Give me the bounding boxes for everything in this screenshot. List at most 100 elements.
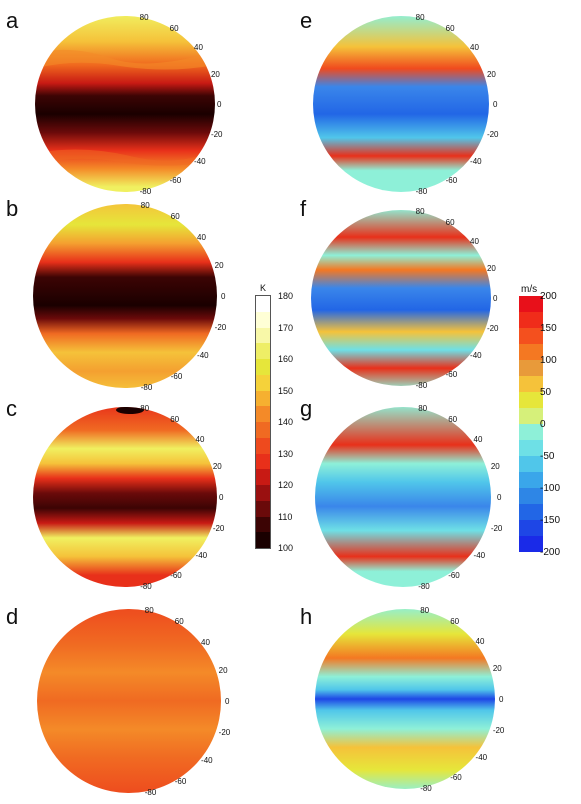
lat-label: -40 — [197, 351, 209, 361]
temp-colorbar-segment — [256, 516, 270, 533]
temp-colorbar-segment — [256, 311, 270, 328]
wind-tick-label: -50 — [540, 451, 555, 462]
wind-colorbar-segment — [519, 312, 543, 328]
temp-unit-label: K — [260, 283, 267, 293]
lat-label: -20 — [486, 324, 499, 334]
lat-label: 0 — [225, 697, 230, 706]
wind-colorbar-segment — [519, 360, 543, 376]
temp-tick-label: 180 — [278, 291, 294, 301]
lat-label: -40 — [470, 350, 482, 360]
wind-colorbar-segment — [519, 488, 543, 504]
lat-label: -60 — [170, 570, 182, 580]
wind-colorbar-segment — [519, 520, 543, 536]
lat-label: -60 — [448, 570, 460, 580]
panel-letter-g: g — [300, 396, 313, 421]
wind-colorbar-segment — [519, 408, 543, 424]
lat-label: 60 — [448, 415, 458, 425]
lat-label: -60 — [445, 176, 458, 186]
wind-tick-label: 150 — [540, 323, 557, 334]
lat-label: 60 — [450, 617, 460, 627]
lat-label: -80 — [140, 382, 153, 392]
wind-tick-label: 100 — [540, 355, 557, 366]
lat-label: -80 — [144, 787, 157, 797]
lat-label: 40 — [473, 435, 483, 445]
wind-colorbar-segment — [519, 440, 543, 456]
lat-label: 0 — [217, 100, 222, 109]
wind-colorbar-segment — [519, 328, 543, 344]
temp-tick-label: 100 — [278, 543, 294, 553]
panel-letter-a: a — [6, 8, 19, 33]
lat-label: 0 — [493, 294, 498, 303]
temp-colorbar-segment — [256, 422, 270, 438]
lat-label: 60 — [170, 212, 180, 222]
lat-label: 60 — [170, 415, 180, 425]
temp-colorbar-segment — [256, 500, 270, 517]
wind-colorbar-segment — [519, 424, 543, 440]
panel-letter-b: b — [6, 196, 19, 221]
temp-colorbar-segment — [256, 296, 270, 312]
globe-h — [315, 609, 495, 789]
lat-label: -80 — [139, 186, 152, 196]
lat-label: 0 — [499, 695, 504, 704]
lat-label: -80 — [415, 380, 428, 390]
wind-tick-label: 0 — [540, 419, 546, 430]
lat-label: 0 — [219, 493, 224, 502]
lat-label: 80 — [140, 404, 150, 414]
lat-label: 60 — [169, 23, 179, 33]
lat-label: -20 — [210, 130, 223, 140]
lat-label: -40 — [473, 550, 486, 560]
temp-colorbar-segment — [256, 327, 270, 344]
wind-colorbar — [519, 296, 543, 552]
lat-label: -40 — [475, 752, 488, 762]
lat-label: -60 — [169, 176, 182, 186]
wind-tick-label: 50 — [540, 387, 552, 398]
lat-label: -20 — [486, 130, 499, 140]
globe-c — [33, 407, 217, 587]
lat-label: -80 — [418, 581, 430, 591]
globe-a — [35, 16, 215, 192]
panel-letter-h: h — [300, 604, 313, 629]
lat-label: 0 — [221, 292, 226, 301]
lat-label: 20 — [486, 69, 496, 79]
lat-label: -40 — [194, 156, 206, 166]
lat-label: 80 — [139, 13, 149, 23]
lat-label: 40 — [195, 435, 205, 445]
lat-label: 40 — [194, 43, 203, 53]
lat-label: 80 — [140, 201, 150, 211]
lat-label: 20 — [218, 665, 228, 675]
temp-colorbar-segment — [256, 485, 270, 501]
lat-label: -40 — [195, 550, 208, 560]
lat-label: -80 — [140, 581, 152, 591]
lat-label: -40 — [470, 156, 482, 166]
panel-letter-c: c — [6, 396, 17, 421]
temp-colorbar-segment — [256, 374, 270, 391]
panel-letter-e: e — [300, 8, 313, 33]
globe-f — [311, 210, 491, 386]
temp-tick-label: 120 — [278, 480, 294, 490]
temp-tick-label: 150 — [278, 385, 294, 396]
lat-label: -20 — [212, 523, 225, 533]
lat-label: 60 — [445, 23, 455, 33]
lat-label: 20 — [492, 664, 502, 674]
lat-label: -60 — [445, 370, 458, 380]
wind-colorbar-segment — [519, 456, 543, 472]
wind-tick-label: -150 — [540, 515, 561, 526]
lat-label: 40 — [475, 637, 485, 647]
temp-colorbar-segment — [256, 390, 270, 407]
wind-tick-label: -200 — [540, 547, 561, 558]
lat-label: -80 — [415, 186, 428, 196]
wind-colorbar-segment — [519, 536, 543, 552]
wind-colorbar-segment — [519, 392, 543, 408]
wind-colorbar-segment — [519, 344, 543, 360]
lat-label: 20 — [214, 260, 224, 270]
temp-colorbar-segment — [256, 469, 270, 485]
wind-tick-label: 200 — [540, 291, 557, 302]
temp-tick-label: 160 — [278, 354, 294, 364]
lat-label: 80 — [418, 404, 428, 414]
wind-colorbar-segment — [519, 376, 543, 392]
wind-colorbar-segment — [519, 472, 543, 488]
globe-g — [315, 407, 491, 587]
temp-colorbar-segment — [256, 437, 270, 454]
lat-label: 40 — [470, 237, 479, 247]
wind-unit-label: m/s — [521, 284, 538, 295]
